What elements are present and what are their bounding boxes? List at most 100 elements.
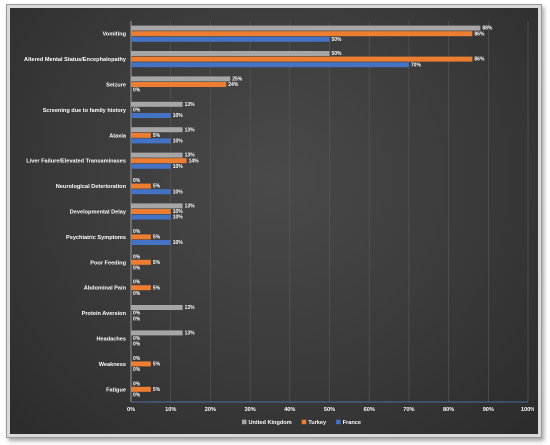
data-label: 86% xyxy=(474,31,485,37)
data-label: 0% xyxy=(133,311,141,317)
data-label: 5% xyxy=(153,235,161,241)
data-label: 10% xyxy=(173,209,184,215)
data-label: 0% xyxy=(133,356,141,362)
bar xyxy=(131,132,151,138)
data-label: 14% xyxy=(189,158,200,164)
data-label: 5% xyxy=(153,387,161,393)
bar xyxy=(131,62,409,68)
data-label: 0% xyxy=(133,367,141,373)
category-label: Seizure xyxy=(106,83,126,89)
data-label: 0% xyxy=(133,336,141,342)
x-tick-label: 10% xyxy=(165,407,176,413)
legend-label: France xyxy=(343,420,361,426)
bar xyxy=(131,285,151,291)
data-label: 0% xyxy=(133,393,141,399)
data-label: 13% xyxy=(185,153,196,159)
data-label: 0% xyxy=(133,266,141,272)
chart-area: 0% 10% 20% 30% 40% 50% 60% 70% 80% 90% 100% Vomitin… xyxy=(10,8,538,434)
x-tick-label: 100% xyxy=(521,407,534,413)
legend-label: Turkey xyxy=(308,420,327,426)
category-label: Screening due to family history xyxy=(43,108,127,114)
x-tick-label: 40% xyxy=(284,407,295,413)
data-label: 70% xyxy=(411,62,422,68)
data-label: 0% xyxy=(133,342,141,348)
bar xyxy=(131,386,151,392)
data-label: 86% xyxy=(474,57,485,63)
bar xyxy=(131,127,183,133)
bar xyxy=(131,209,171,214)
data-label: 13% xyxy=(185,305,196,311)
bar-chart: 0% 10% 20% 30% 40% 50% 60% 70% 80% 90% 100% Vomitin… xyxy=(24,21,534,426)
category-label: Poor Feeding xyxy=(90,260,126,266)
data-label: 0% xyxy=(133,280,141,286)
bar xyxy=(131,51,330,56)
category-label: Weakness xyxy=(99,362,126,368)
x-tick-label: 70% xyxy=(403,407,414,413)
data-label: 13% xyxy=(185,102,196,108)
data-label: 0% xyxy=(133,88,141,94)
x-tick-label: 80% xyxy=(443,407,454,413)
data-label: 10% xyxy=(173,164,184,170)
bar xyxy=(131,361,151,367)
bar xyxy=(131,138,171,144)
data-label: 50% xyxy=(332,37,343,43)
data-label: 5% xyxy=(153,285,161,291)
bar xyxy=(131,305,183,310)
category-label: Liver Failure/Elevated Transaminases xyxy=(26,159,126,165)
bar xyxy=(131,76,231,82)
x-tick-label: 20% xyxy=(205,407,216,413)
legend-swatch xyxy=(336,419,341,425)
x-tick-label: 60% xyxy=(364,407,375,413)
data-label: 5% xyxy=(153,184,161,190)
data-label: 10% xyxy=(173,189,184,195)
data-label: 13% xyxy=(185,331,196,337)
data-label: 0% xyxy=(133,108,141,114)
bar xyxy=(131,203,183,209)
bar xyxy=(131,240,171,245)
bar xyxy=(131,31,473,37)
legend-label: United Kingdom xyxy=(249,420,292,426)
category-label: Vomiting xyxy=(102,32,126,38)
bar xyxy=(131,25,481,31)
category-label: Abdominal Pain xyxy=(84,286,127,292)
category-label: Headaches xyxy=(96,337,126,343)
data-label: 0% xyxy=(133,254,141,260)
x-tick-label: 0% xyxy=(127,407,135,413)
bar xyxy=(131,183,151,189)
data-label: 5% xyxy=(153,260,161,266)
bar xyxy=(131,163,171,169)
x-tick-label: 30% xyxy=(244,407,255,413)
category-label: Ataxia xyxy=(109,133,127,139)
bar xyxy=(131,82,227,87)
data-label: 0% xyxy=(133,291,141,297)
bar xyxy=(131,113,171,118)
legend-swatch xyxy=(242,419,247,425)
chart-frame: 0% 10% 20% 30% 40% 50% 60% 70% 80% 90% 100% Vomitin… xyxy=(6,4,542,438)
data-label: 0% xyxy=(133,316,141,322)
bar xyxy=(131,152,183,158)
bar xyxy=(131,101,183,107)
data-label: 10% xyxy=(173,139,184,145)
bar xyxy=(131,234,151,240)
data-label: 0% xyxy=(133,381,141,387)
bar xyxy=(131,330,183,336)
data-label: 88% xyxy=(482,26,493,32)
data-label: 0% xyxy=(133,178,141,184)
data-label: 24% xyxy=(228,82,239,88)
bar xyxy=(131,56,473,62)
data-label: 10% xyxy=(173,240,184,246)
bar xyxy=(131,36,330,42)
data-label: 0% xyxy=(133,229,141,235)
legend-swatch xyxy=(301,419,307,425)
category-label: Developmental Delay xyxy=(70,210,127,216)
data-label: 13% xyxy=(185,204,196,210)
category-label: Fatigue xyxy=(106,387,126,393)
bar xyxy=(131,259,151,265)
data-label: 5% xyxy=(153,133,161,139)
category-label: Neurological Deterioration xyxy=(56,184,127,190)
category-label: Psychiatric Symptoms xyxy=(66,235,126,241)
bar xyxy=(131,158,187,164)
bar xyxy=(131,214,171,220)
x-tick-label: 90% xyxy=(483,407,494,413)
data-label: 13% xyxy=(185,127,196,133)
